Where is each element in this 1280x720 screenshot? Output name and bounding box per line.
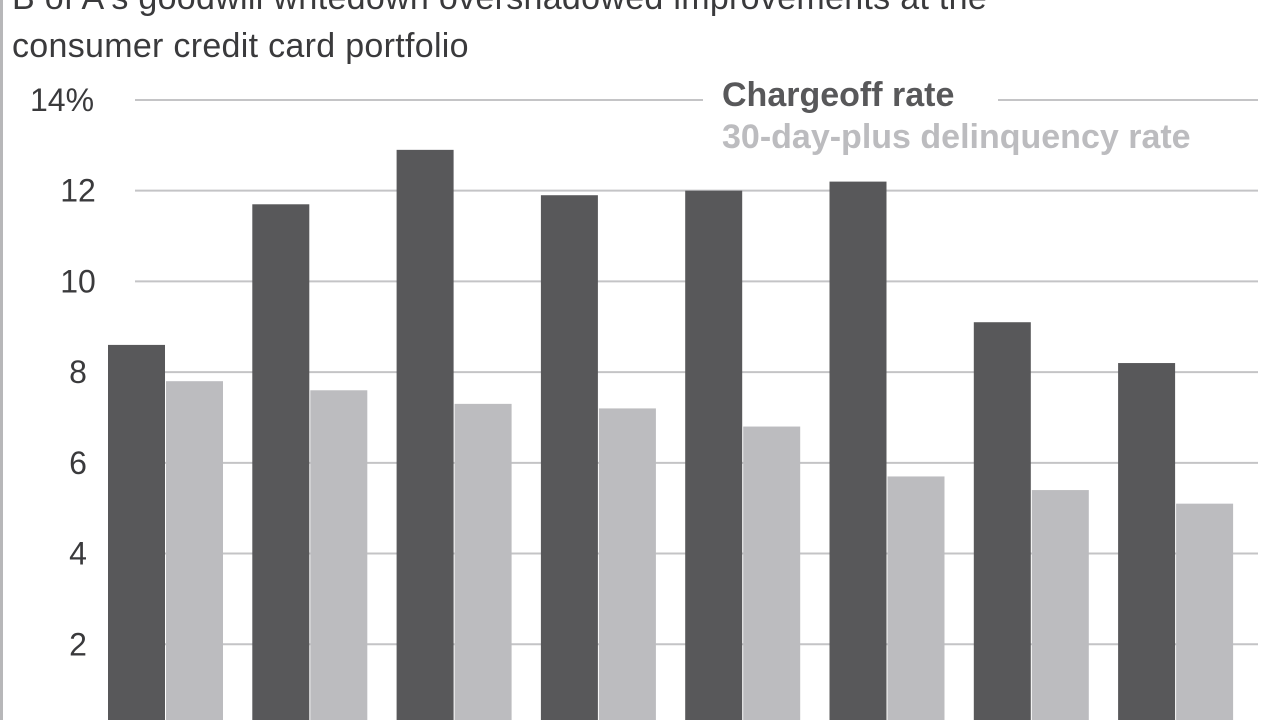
legend-background	[703, 72, 998, 116]
y-tick-label-2: 2	[69, 626, 87, 662]
bar-series-1-group-6	[1031, 490, 1089, 720]
bars	[108, 149, 1234, 720]
legend-entry-delinquency: 30-day-plus delinquency rate	[722, 118, 1191, 156]
y-tick-label-12: 12	[60, 173, 96, 209]
bar-series-1-group-7	[1176, 503, 1234, 720]
y-tick-label-14: 14%	[30, 82, 94, 118]
y-tick-label-4: 4	[69, 536, 87, 572]
bar-series-0-group-2	[396, 149, 454, 720]
bar-series-0-group-7	[1118, 363, 1176, 720]
bar-series-0-group-1	[252, 204, 310, 720]
bar-series-0-group-0	[108, 344, 165, 720]
bar-series-0-group-5	[829, 181, 887, 720]
bar-series-1-group-2	[454, 403, 512, 720]
y-tick-label-10: 10	[60, 263, 96, 299]
bar-series-0-group-3	[540, 195, 598, 720]
bar-series-0-group-6	[973, 322, 1031, 720]
y-tick-label-8: 8	[69, 354, 87, 390]
legend-entry-chargeoff: Chargeoff rate	[722, 76, 954, 114]
bar-series-0-group-4	[685, 190, 743, 720]
frame-border	[0, 0, 3, 720]
bar-series-1-group-3	[598, 408, 656, 720]
bar-series-1-group-1	[310, 390, 368, 720]
chart-title-line-1: B of A's goodwill writedown overshadowed…	[12, 0, 987, 18]
bar-series-1-group-0	[166, 381, 223, 720]
y-tick-label-6: 6	[69, 445, 87, 481]
legend: Chargeoff rate 30-day-plus delinquency r…	[703, 72, 1191, 156]
chart-title-line-2: consumer credit card portfolio	[12, 27, 469, 65]
bar-series-1-group-5	[887, 476, 945, 720]
bar-series-1-group-4	[743, 426, 801, 720]
y-axis-ticks: 2 4 6 8 10 12 14%	[30, 82, 96, 662]
